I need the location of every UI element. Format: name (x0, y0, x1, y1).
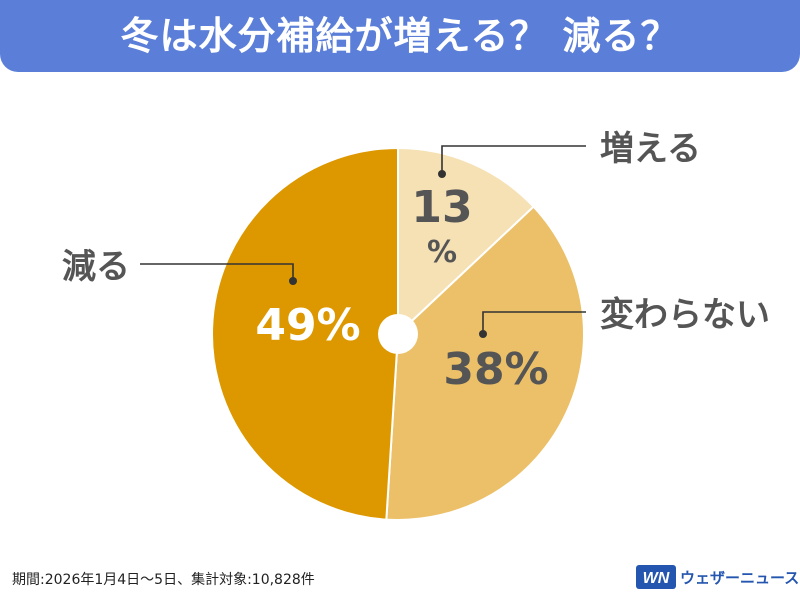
slice-percent-label: 49% (255, 300, 360, 351)
slice-percent-label: 38% (443, 344, 548, 395)
title-bar: 冬は水分補給が増える？ 減る？ (0, 0, 800, 72)
leader-dot (479, 330, 487, 338)
leader-dot (289, 277, 297, 285)
weathernews-logo: WN ウェザーニュース (636, 562, 799, 592)
chart-title: 冬は水分補給が増える？ 減る？ (120, 14, 680, 58)
svg-text:WN: WN (643, 570, 670, 587)
pie-slice (385, 205, 585, 521)
pie-slice (211, 146, 399, 521)
leader-dot (438, 170, 446, 178)
leader-line (140, 263, 294, 281)
wn-logo-icon: WN (636, 565, 676, 589)
leader-line (482, 311, 586, 334)
pie-center-hole (378, 314, 418, 354)
pie-slice (397, 146, 536, 337)
logo-name: ウェザーニュース (680, 568, 800, 587)
slice-category-label: 減る (62, 247, 130, 287)
slice-percent-label: % (427, 235, 457, 270)
slice-category-label: 増える (600, 129, 701, 169)
slice-category-label: 変わらない (600, 295, 770, 335)
leader-line (441, 145, 586, 174)
slice-percent-label: 13 (411, 182, 472, 233)
survey-footnote: 期間:2026年1月4日〜5日、集計対象:10,828件 (12, 572, 315, 588)
